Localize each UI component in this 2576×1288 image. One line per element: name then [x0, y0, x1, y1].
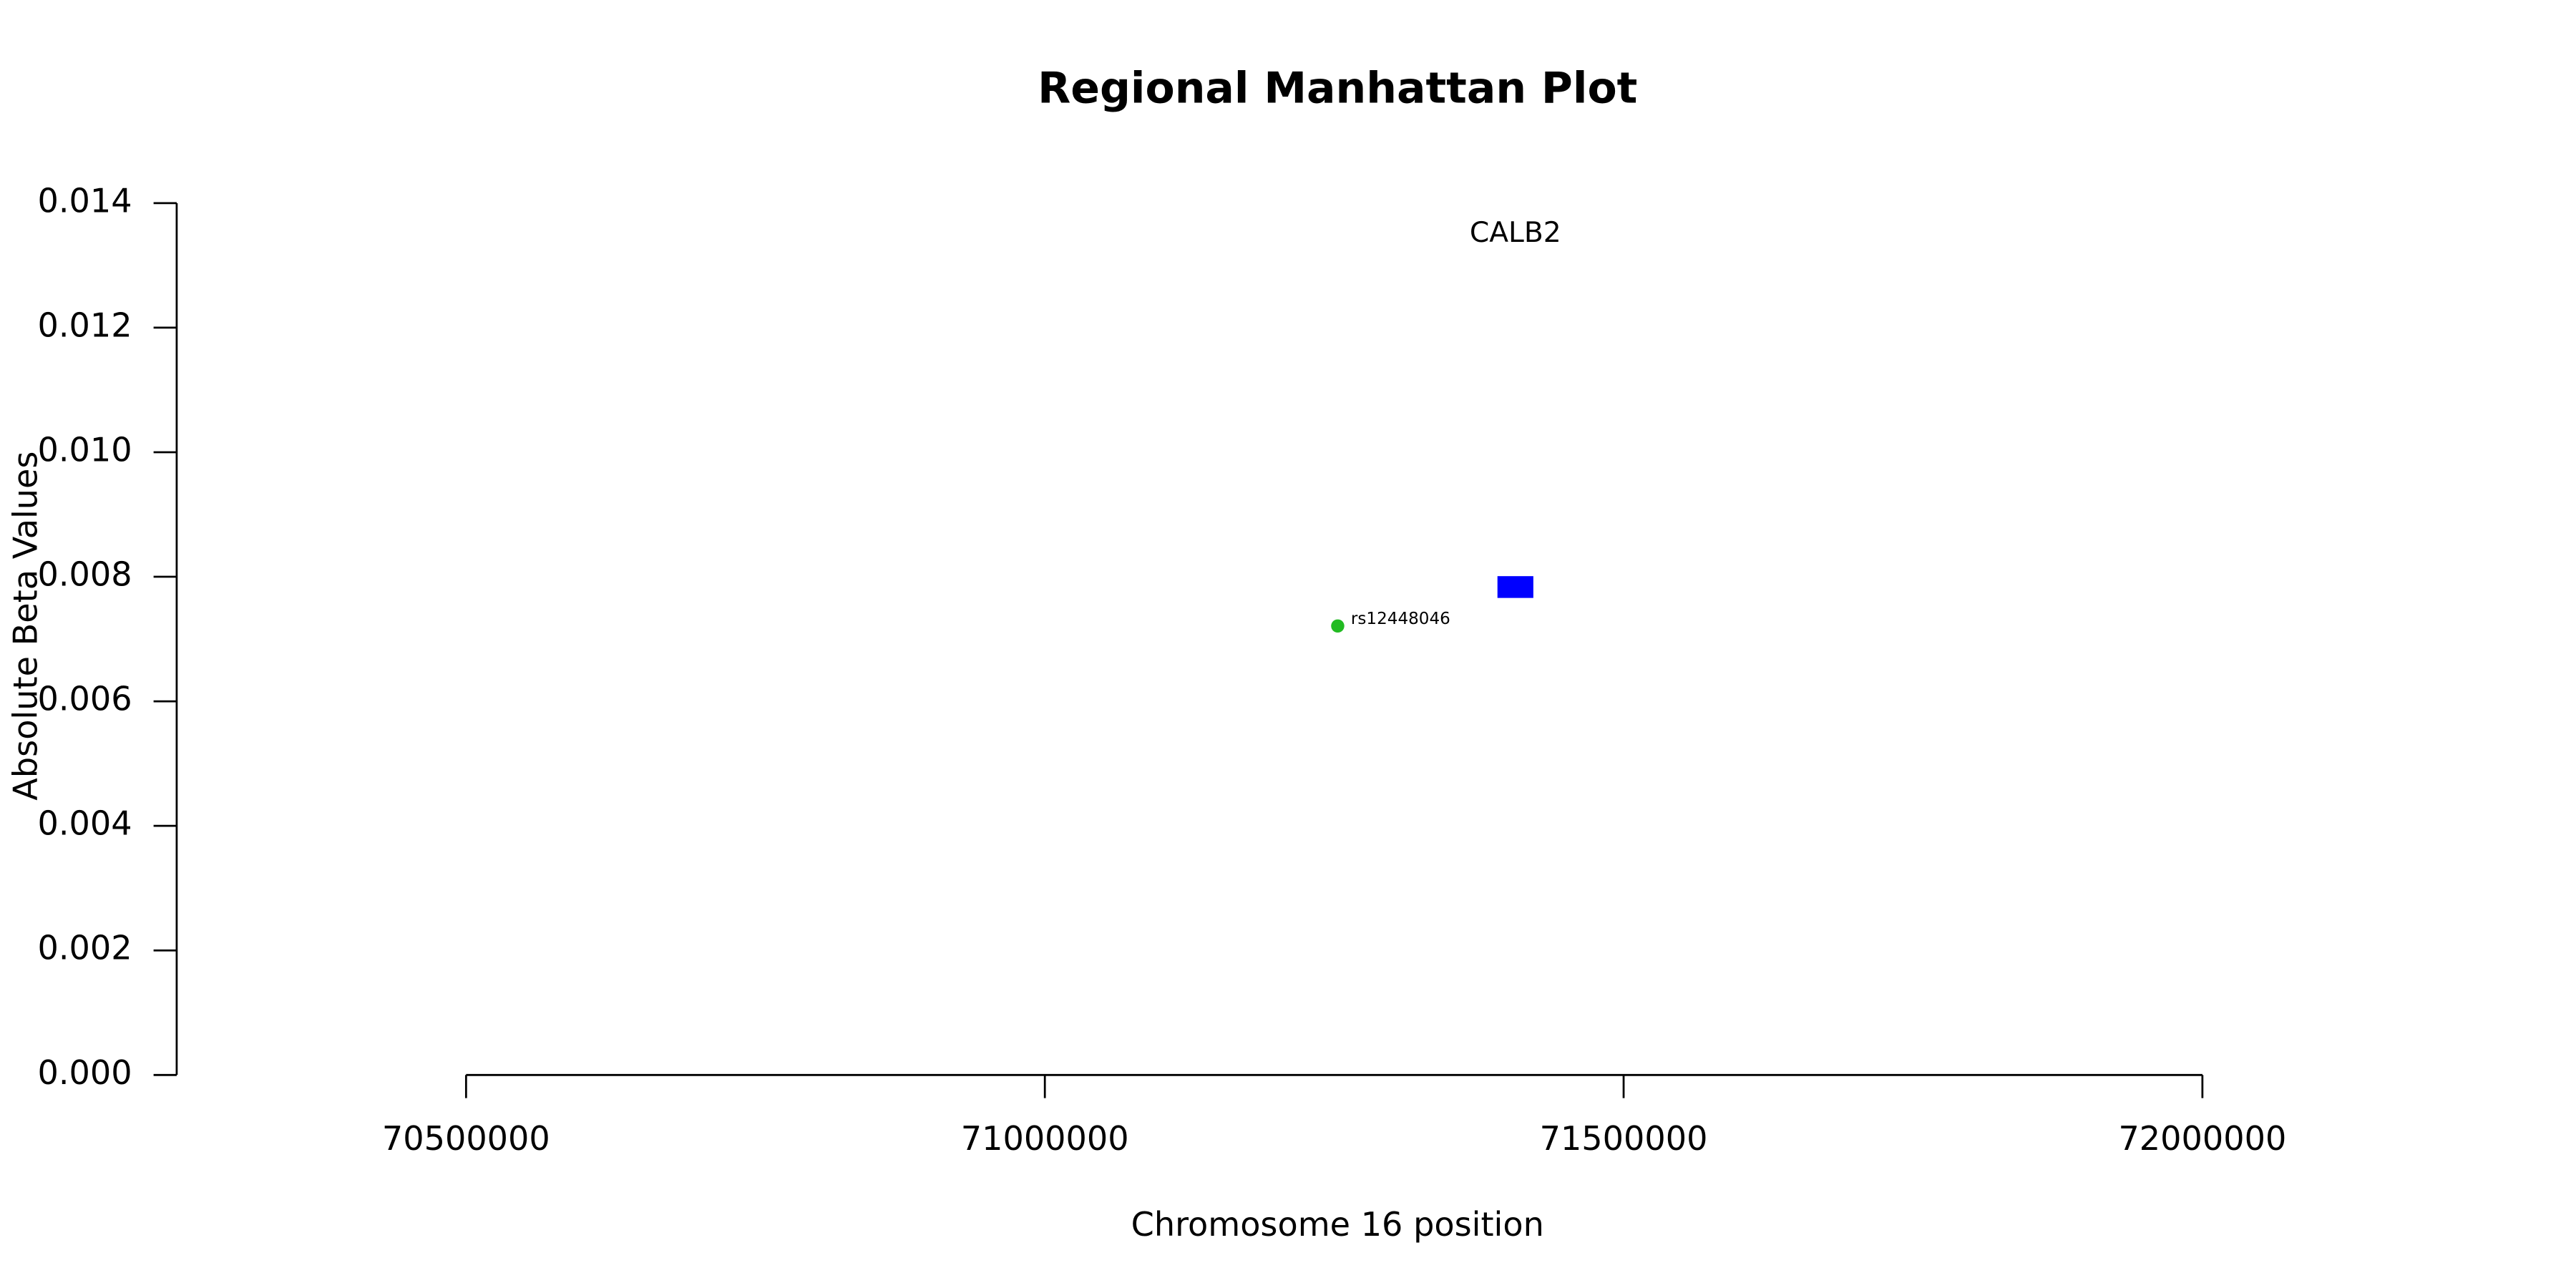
y-tick-label: 0.000: [38, 1053, 132, 1092]
x-tick-label: 70500000: [382, 1119, 550, 1158]
y-tick-label: 0.002: [38, 929, 132, 967]
snp-point: [1331, 619, 1345, 633]
snp-label: rs12448046: [1351, 610, 1450, 628]
chart-title: Regional Manhattan Plot: [1038, 64, 1637, 114]
gene-block: [1497, 576, 1533, 598]
x-tick-label: 72000000: [2118, 1119, 2286, 1158]
y-axis-title: Absolute Beta Values: [6, 452, 45, 801]
x-axis-title: Chromosome 16 position: [1131, 1205, 1544, 1244]
x-tick-label: 71500000: [1540, 1119, 1708, 1158]
x-tick-label: 71000000: [961, 1119, 1129, 1158]
y-tick-label: 0.014: [38, 181, 132, 220]
y-tick-label: 0.004: [38, 804, 132, 843]
y-tick-label: 0.008: [38, 555, 132, 594]
y-tick-label: 0.006: [38, 680, 132, 718]
gene-label: CALB2: [1470, 217, 1561, 249]
y-tick-label: 0.012: [38, 306, 132, 344]
y-tick-label: 0.010: [38, 430, 132, 469]
